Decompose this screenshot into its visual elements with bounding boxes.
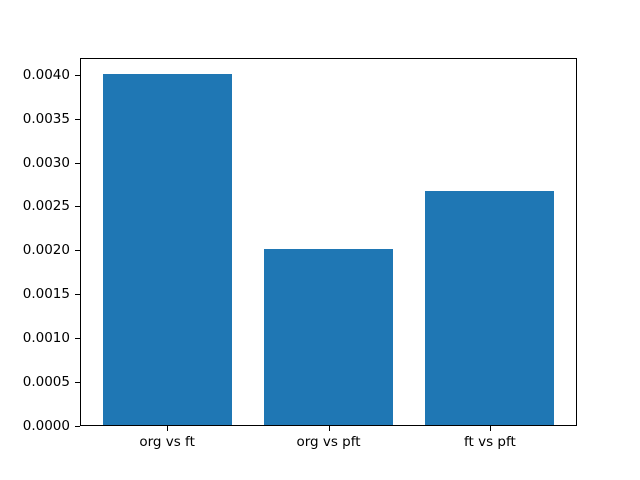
y-tick-mark (75, 426, 80, 427)
bar-org-vs-ft (102, 73, 232, 426)
y-tick-mark (75, 294, 80, 295)
y-tick-mark (75, 206, 80, 207)
y-tick-label: 0.0015 (22, 286, 70, 303)
y-tick-label: 0.0040 (22, 66, 70, 83)
x-tick-mark (328, 426, 330, 431)
x-tick-label: org vs ft (139, 434, 195, 450)
bar-org-vs-pft (264, 248, 394, 426)
y-tick-label: 0.0025 (22, 198, 70, 215)
y-tick-mark (75, 163, 80, 164)
x-tick-label: ft vs pft (463, 434, 516, 450)
y-tick-label: 0.0005 (22, 374, 70, 391)
y-tick-mark (75, 119, 80, 120)
y-tick-label: 0.0010 (22, 330, 70, 347)
y-tick-label: 0.0020 (22, 242, 70, 259)
y-tick-mark (75, 75, 80, 76)
bar-ft-vs-pft (425, 190, 555, 426)
y-tick-label: 0.0030 (22, 154, 70, 171)
y-tick-mark (75, 250, 80, 251)
y-tick-mark (75, 338, 80, 339)
x-tick-label: org vs pft (296, 434, 361, 450)
y-tick-label: 0.0000 (22, 418, 70, 434)
y-tick-label: 0.0035 (22, 110, 70, 127)
x-tick-mark (167, 426, 169, 431)
x-tick-mark (489, 426, 491, 431)
y-tick-mark (75, 382, 80, 383)
